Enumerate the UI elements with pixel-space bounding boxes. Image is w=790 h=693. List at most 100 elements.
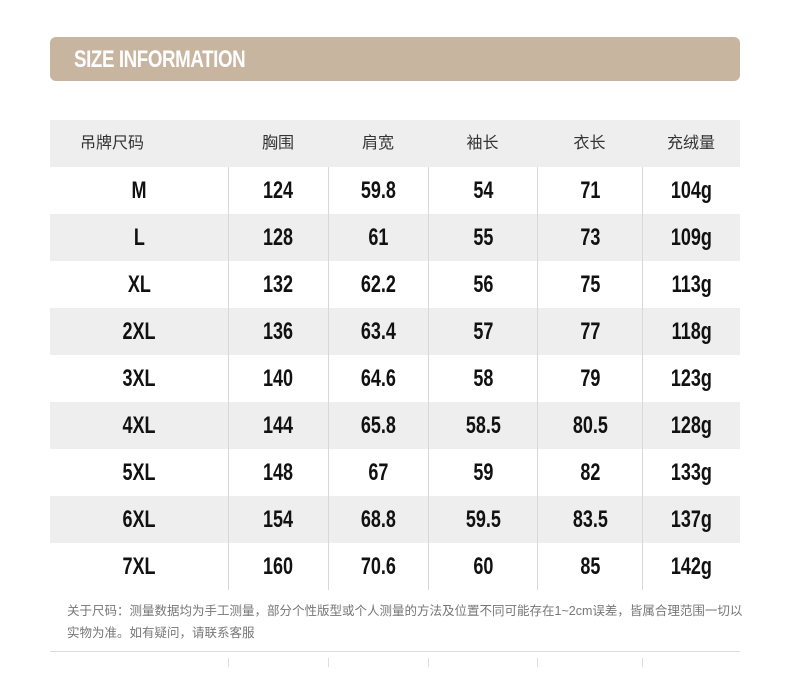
cell-sleeve: 58	[428, 355, 537, 402]
divider-tick	[428, 658, 429, 667]
cell-value: 79	[579, 365, 601, 392]
cell-value: 67	[368, 459, 389, 486]
cell-value: 65.8	[360, 412, 397, 439]
cell-shoulder: 61	[328, 214, 428, 261]
cell-size: M	[50, 167, 228, 214]
cell-sleeve: 54	[428, 167, 537, 214]
cell-length: 83.5	[537, 496, 642, 543]
cell-size: 6XL	[50, 496, 228, 543]
cell-value: 59	[472, 459, 494, 486]
cell-value: 140	[263, 365, 294, 392]
cell-value: 6XL	[122, 506, 156, 533]
banner-title: SIZE INFORMATION	[74, 46, 246, 73]
cell-shoulder: 65.8	[328, 402, 428, 449]
cell-sleeve: 55	[428, 214, 537, 261]
cell-size: L	[50, 214, 228, 261]
cell-value: 137g	[670, 506, 713, 533]
cell-value: 160	[263, 553, 294, 580]
cell-value: 56	[472, 271, 494, 298]
cell-shoulder: 70.6	[328, 543, 428, 590]
cell-length: 77	[537, 308, 642, 355]
cell-value: 70.6	[360, 553, 397, 580]
cell-value: 64.6	[360, 365, 397, 392]
cell-sleeve: 60	[428, 543, 537, 590]
cell-value: 58.5	[465, 412, 501, 439]
header-length: 衣长	[573, 135, 606, 152]
cell-down-fill: 128g	[642, 402, 740, 449]
cell-value: 71	[579, 177, 601, 204]
size-note: 关于尺码：测量数据均为手工测量，部分个性版型或个人测量的方法及位置不同可能存在1…	[67, 604, 743, 640]
cell-length: 79	[537, 355, 642, 402]
cell-length: 85	[537, 543, 642, 590]
cell-value: 68.8	[360, 506, 397, 533]
cell-down-fill: 113g	[642, 261, 740, 308]
cell-chest: 124	[228, 167, 328, 214]
table-row: 3XL 140 64.6 58 79 123g	[50, 355, 740, 402]
cell-value: 85	[579, 553, 601, 580]
cell-shoulder: 68.8	[328, 496, 428, 543]
cell-chest: 132	[228, 261, 328, 308]
cell-value: 5XL	[122, 459, 156, 486]
cell-length: 82	[537, 449, 642, 496]
cell-chest: 144	[228, 402, 328, 449]
cell-value: XL	[127, 271, 151, 298]
cell-chest: 136	[228, 308, 328, 355]
cell-length: 73	[537, 214, 642, 261]
cell-value: 60	[472, 553, 494, 580]
cell-value: 62.2	[360, 271, 397, 298]
cell-size: 2XL	[50, 308, 228, 355]
cell-value: 4XL	[122, 412, 156, 439]
cell-value: 3XL	[122, 365, 156, 392]
cell-value: 82	[579, 459, 601, 486]
cell-size: 5XL	[50, 449, 228, 496]
cell-value: 63.4	[360, 318, 397, 345]
table-row: 7XL 160 70.6 60 85 142g	[50, 543, 740, 590]
cell-size: 4XL	[50, 402, 228, 449]
cell-chest: 140	[228, 355, 328, 402]
cell-size: 3XL	[50, 355, 228, 402]
header-size: 吊牌尺码	[80, 135, 145, 152]
cell-value: 54	[472, 177, 494, 204]
cell-value: 118g	[671, 318, 712, 345]
table-row: M 124 59.8 54 71 104g	[50, 167, 740, 214]
cell-value: 136	[263, 318, 294, 345]
table-row: XL 132 62.2 56 75 113g	[50, 261, 740, 308]
table-row: 6XL 154 68.8 59.5 83.5 137g	[50, 496, 740, 543]
cell-sleeve: 59	[428, 449, 537, 496]
cell-value: 124	[263, 177, 294, 204]
cell-shoulder: 59.8	[328, 167, 428, 214]
cell-chest: 154	[228, 496, 328, 543]
cell-value: 73	[579, 224, 601, 251]
cell-sleeve: 56	[428, 261, 537, 308]
size-table: 吊牌尺码 胸围 肩宽 袖长 衣长 充绒量 M 124 59.8 54 71 104g L 12…	[50, 120, 740, 590]
cell-value: 113g	[671, 271, 712, 298]
cell-sleeve: 58.5	[428, 402, 537, 449]
cell-value: 132	[263, 271, 294, 298]
cell-value: 58	[472, 365, 494, 392]
cell-value: 104g	[670, 177, 713, 204]
cell-value: 59.8	[360, 177, 397, 204]
table-row: 4XL 144 65.8 58.5 80.5 128g	[50, 402, 740, 449]
cell-down-fill: 133g	[642, 449, 740, 496]
divider-tick	[642, 658, 643, 667]
header-chest: 胸围	[261, 135, 294, 152]
cell-value: 61	[368, 224, 389, 251]
cell-sleeve: 59.5	[428, 496, 537, 543]
cell-shoulder: 63.4	[328, 308, 428, 355]
table-row: 5XL 148 67 59 82 133g	[50, 449, 740, 496]
divider	[50, 651, 740, 652]
cell-value: 128	[263, 224, 294, 251]
cell-value: 148	[263, 459, 294, 486]
cell-value: 55	[472, 224, 494, 251]
cell-value: 57	[472, 318, 494, 345]
cell-value: 109g	[670, 224, 713, 251]
cell-size: 7XL	[50, 543, 228, 590]
cell-value: 123g	[670, 365, 713, 392]
table-row: 2XL 136 63.4 57 77 118g	[50, 308, 740, 355]
cell-value: 142g	[670, 553, 713, 580]
cell-value: 75	[579, 271, 601, 298]
header-down-fill: 充绒量	[666, 135, 715, 152]
cell-size: XL	[50, 261, 228, 308]
cell-chest: 160	[228, 543, 328, 590]
cell-shoulder: 62.2	[328, 261, 428, 308]
